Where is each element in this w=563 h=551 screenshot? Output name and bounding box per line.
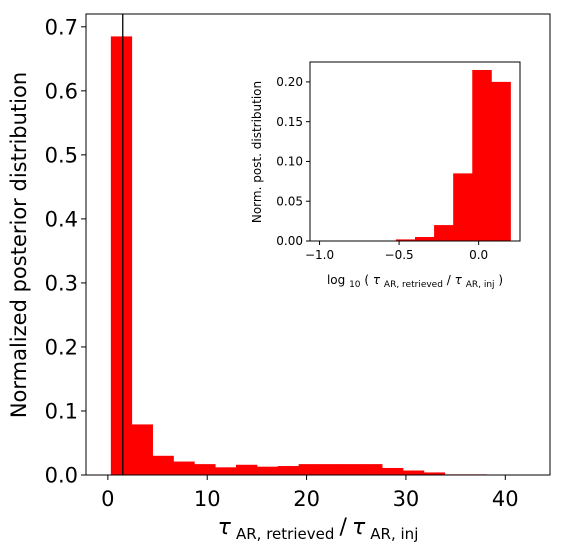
main-histogram-bar-6 — [215, 467, 237, 475]
inset-y-tick-label: 0.00 — [276, 234, 303, 248]
main-y-tick-label: 0.5 — [45, 143, 78, 167]
main-histogram-bar-13 — [361, 464, 383, 475]
inset-xlabel-base: 10 — [349, 280, 361, 290]
inset-xlabel-log: log — [327, 273, 345, 287]
inset-y-tick-label: 0.10 — [276, 155, 303, 169]
main-y-tick-label: 0.1 — [45, 399, 78, 423]
inset-histogram-bar-9 — [472, 69, 492, 242]
inset-y-axis-label: Norm. post. distribution — [250, 81, 264, 223]
inset-x-ticks: −1.0 −0.5 0.0 — [305, 241, 488, 262]
inset-x-axis-label: log 10 ( τ AR, retrieved / τ AR, inj ) — [327, 273, 503, 290]
main-histogram-bar-11 — [319, 464, 341, 475]
main-histogram-bar-7 — [236, 464, 258, 475]
inset-xlabel-tau-1: τ — [373, 273, 381, 287]
main-xlabel-numerator-subscript: AR, retrieved — [236, 525, 334, 543]
main-y-tick-label: 0.0 — [45, 464, 78, 488]
main-y-ticks: 0.0 0.1 0.2 0.3 0.4 0.5 0.6 0.7 — [45, 15, 86, 488]
inset-bars — [376, 69, 511, 242]
inset-xlabel-open-paren: ( — [364, 273, 369, 287]
main-xlabel-tau-2: τ — [352, 515, 366, 540]
main-histogram-bar-15 — [402, 470, 425, 475]
inset-x-tick-label: −0.5 — [385, 248, 414, 262]
inset-xlabel-slash: / — [447, 273, 452, 287]
main-histogram-bar-8 — [256, 466, 279, 475]
main-xlabel-tau-1: τ — [218, 515, 232, 540]
inset-axes-frame — [309, 61, 521, 242]
main-y-tick-label: 0.3 — [45, 271, 78, 295]
main-x-tick-label: 20 — [293, 487, 320, 511]
main-x-ticks: 0 10 20 30 40 — [101, 475, 519, 511]
inset-histogram-bar-8 — [453, 173, 473, 241]
main-xlabel-slash: / — [339, 515, 347, 540]
main-x-tick-label: 0 — [101, 487, 114, 511]
inset-histogram-bar-6 — [415, 237, 435, 241]
main-plot: 0 10 20 30 40 0.0 0.1 0.2 0.3 0.4 0.5 0.6 0.7 Norma… — [7, 13, 551, 543]
main-histogram-bar-12 — [340, 464, 362, 475]
inset-x-tick-label: 0.0 — [469, 248, 488, 262]
main-histogram-bar-16 — [423, 472, 446, 475]
inset-xlabel-tau-2: τ — [455, 273, 463, 287]
main-histogram-bar-9 — [277, 466, 300, 475]
main-bars — [110, 36, 529, 475]
inset-xlabel-numerator-subscript: AR, retrieved — [384, 280, 443, 290]
main-x-tick-label: 30 — [393, 487, 420, 511]
main-y-tick-label: 0.6 — [45, 79, 78, 103]
inset-y-tick-label: 0.20 — [276, 75, 303, 89]
main-y-tick-label: 0.4 — [45, 207, 78, 231]
inset-plot: −1.0 −0.5 0.0 0.00 0.05 0.10 0.15 0.20 Norm. p… — [250, 61, 521, 290]
inset-histogram-bar-5 — [395, 239, 416, 241]
main-histogram-bar-1 — [110, 36, 133, 475]
inset-xlabel-close-paren: ) — [498, 273, 503, 287]
main-histogram-bar-10 — [298, 464, 320, 475]
inset-x-tick-label: −1.0 — [305, 248, 334, 262]
inset-histogram-bar-10 — [491, 81, 511, 241]
main-y-axis-label: Normalized posterior distribution — [7, 72, 31, 418]
inset-y-tick-label: 0.05 — [276, 194, 303, 208]
main-x-tick-label: 40 — [492, 487, 519, 511]
main-histogram-bar-2 — [131, 424, 153, 475]
inset-y-ticks: 0.00 0.05 0.10 0.15 0.20 — [276, 75, 310, 248]
main-y-tick-label: 0.2 — [45, 335, 78, 359]
main-x-axis-label: τ AR, retrieved / τ AR, inj — [218, 515, 419, 543]
inset-xlabel-denominator-subscript: AR, inj — [466, 280, 495, 290]
main-axes-frame — [85, 13, 551, 476]
main-xlabel-denominator-subscript: AR, inj — [370, 525, 418, 543]
main-histogram-bar-4 — [173, 461, 195, 475]
inset-histogram-bar-7 — [434, 225, 454, 241]
main-x-tick-label: 10 — [194, 487, 221, 511]
main-histogram-bar-3 — [152, 455, 174, 475]
main-y-tick-label: 0.7 — [45, 15, 78, 39]
main-histogram-bar-5 — [194, 464, 216, 475]
inset-y-tick-label: 0.15 — [276, 115, 303, 129]
main-histogram-bar-14 — [382, 467, 404, 475]
